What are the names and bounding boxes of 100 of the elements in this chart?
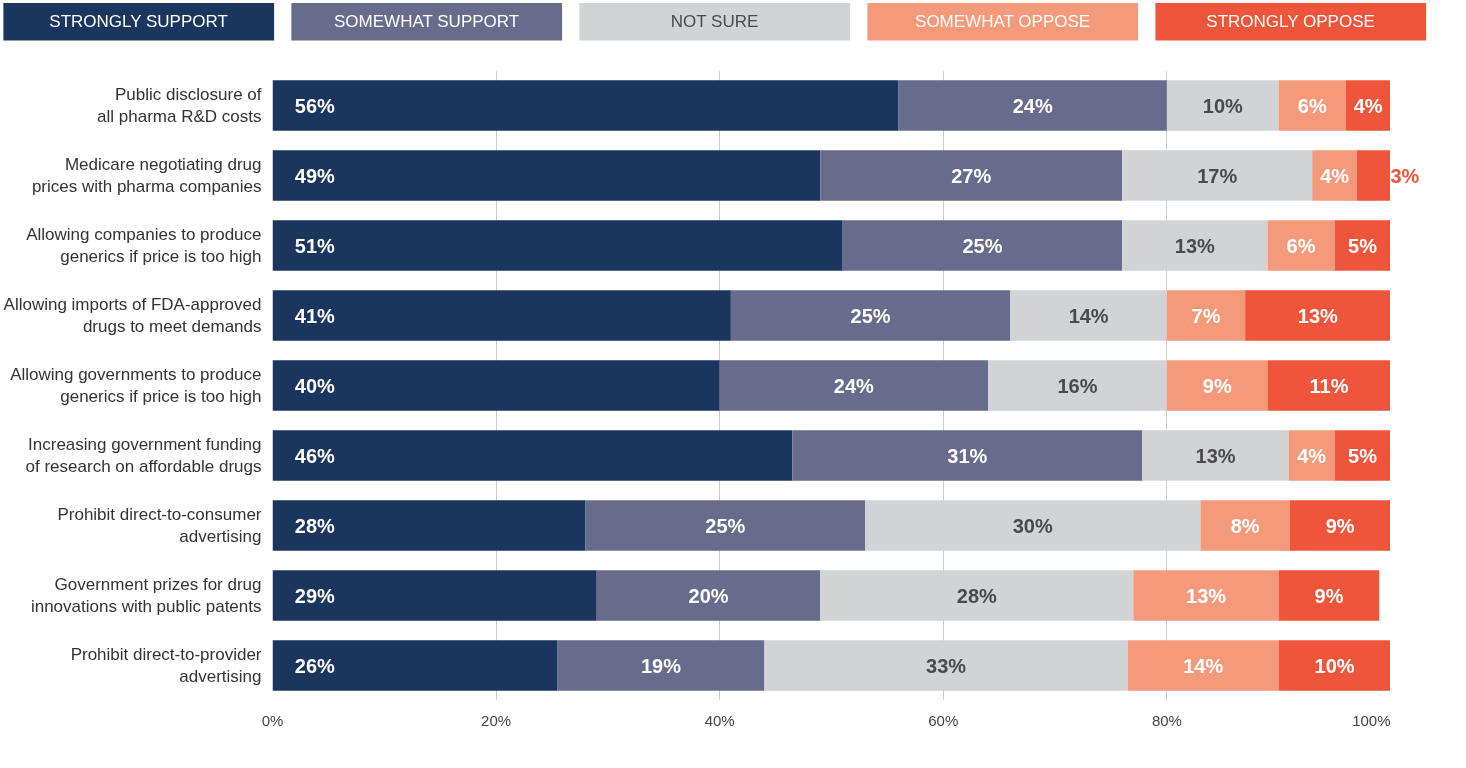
bar — [1345, 80, 1390, 131]
bar — [1166, 360, 1268, 411]
data-label: 51% — [294, 234, 336, 257]
bar — [1312, 150, 1357, 201]
x-tick-label: 60% — [928, 711, 959, 729]
data-label: 30% — [1012, 514, 1053, 537]
bar — [585, 500, 866, 551]
data-label: 25% — [705, 514, 746, 537]
y-tick-label: Allowing governments to produce generics if price is too high — [10, 364, 262, 407]
x-tick-label: 80% — [1151, 711, 1182, 729]
text: NOT SURE — [670, 12, 759, 32]
data-label: 26% — [294, 654, 336, 677]
bar — [272, 150, 821, 201]
data-label: 13% — [1186, 584, 1227, 607]
bar — [1289, 500, 1390, 551]
y-tick-label: Prohibit direct-to-consumer advertising — [57, 504, 262, 547]
data-label: 9% — [1202, 374, 1232, 397]
data-label: 46% — [294, 444, 336, 467]
bar — [1267, 220, 1335, 271]
x-tick-label: 0% — [261, 711, 284, 729]
bar — [1267, 360, 1390, 411]
y-tick-label: Allowing imports of FDA-approved drugs to meet demands — [3, 294, 262, 337]
x-tick-label: 20% — [481, 711, 512, 729]
bar — [1166, 290, 1246, 341]
bar — [557, 640, 765, 691]
data-label: 13% — [1174, 234, 1216, 257]
data-label: 49% — [294, 164, 336, 187]
data-label: 24% — [833, 374, 875, 397]
bar — [272, 430, 793, 481]
x-tick-label: 100% — [1352, 711, 1391, 729]
data-label: 4% — [1353, 94, 1383, 117]
y-tick-label: Prohibit direct-to-provider advertising — [70, 644, 262, 687]
data-label: 41% — [294, 304, 336, 327]
data-label: 16% — [1057, 374, 1098, 397]
bar — [596, 570, 821, 621]
bar — [1278, 640, 1390, 691]
text: STRONGLY SUPPORT — [49, 12, 228, 32]
data-label: 24% — [1012, 94, 1053, 117]
bar — [764, 640, 1128, 691]
data-label: 6% — [1297, 94, 1327, 117]
bar — [272, 640, 558, 691]
data-label: 25% — [850, 304, 891, 327]
bar — [730, 290, 1011, 341]
text: SOMEWHAT OPPOSE — [915, 12, 1091, 32]
y-tick-label: Government prizes for drug innovations with public patents — [30, 574, 262, 617]
data-label: 4% — [1297, 444, 1327, 467]
bar — [1200, 500, 1290, 551]
data-label: 19% — [640, 654, 682, 677]
data-label: 13% — [1195, 444, 1236, 467]
bar — [272, 500, 586, 551]
y-tick-label: Increasing government funding of research on affordable drugs — [25, 434, 262, 477]
data-label: 13% — [1297, 304, 1339, 327]
bar — [1127, 640, 1279, 691]
data-label: 33% — [926, 654, 967, 677]
data-label: 27% — [951, 164, 992, 187]
data-label: 25% — [962, 234, 1003, 257]
bar — [820, 150, 1123, 201]
data-label: 4% — [1320, 164, 1350, 187]
y-tick-label: Allowing companies to produce generics if price is too high — [26, 224, 262, 267]
data-label: 14% — [1183, 654, 1224, 677]
data-label: 11% — [1309, 374, 1349, 397]
data-label: 3% — [1390, 164, 1420, 187]
bar — [1133, 570, 1279, 621]
bar — [1334, 220, 1390, 271]
data-label: 5% — [1348, 444, 1378, 467]
text: SOMEWHAT SUPPORT — [334, 12, 520, 32]
bar — [272, 290, 731, 341]
data-label: 14% — [1068, 304, 1109, 327]
bar — [272, 360, 720, 411]
bar — [820, 570, 1134, 621]
bar — [1166, 80, 1279, 131]
data-label: 17% — [1197, 164, 1238, 187]
bar — [842, 220, 1123, 271]
data-label: 9% — [1325, 514, 1355, 537]
bar — [272, 570, 597, 621]
bar — [272, 80, 899, 131]
bar — [1334, 430, 1390, 481]
data-label: 56% — [294, 94, 336, 117]
data-label: 8% — [1230, 514, 1260, 537]
data-label: 10% — [1202, 94, 1244, 117]
bar — [898, 80, 1167, 131]
bar — [1278, 80, 1346, 131]
bar — [1245, 290, 1390, 341]
data-label: 5% — [1348, 234, 1378, 257]
data-label: 7% — [1191, 304, 1221, 327]
data-label: 9% — [1314, 584, 1344, 607]
bar — [719, 360, 989, 411]
data-label: 28% — [294, 514, 336, 537]
data-label: 31% — [947, 444, 988, 467]
data-label: 20% — [688, 584, 729, 607]
data-label: 29% — [294, 584, 336, 607]
data-label: 40% — [294, 374, 336, 397]
bar — [1278, 570, 1380, 621]
y-tick-label: Medicare negotiating drug prices with pharma companies — [31, 154, 262, 197]
bar — [1356, 150, 1390, 201]
text: STRONGLY OPPOSE — [1206, 12, 1375, 32]
y-tick-label: Public disclosure of all pharma R&D costs — [97, 84, 262, 127]
data-label: 10% — [1314, 654, 1355, 677]
bar — [272, 220, 843, 271]
bar — [792, 430, 1143, 481]
